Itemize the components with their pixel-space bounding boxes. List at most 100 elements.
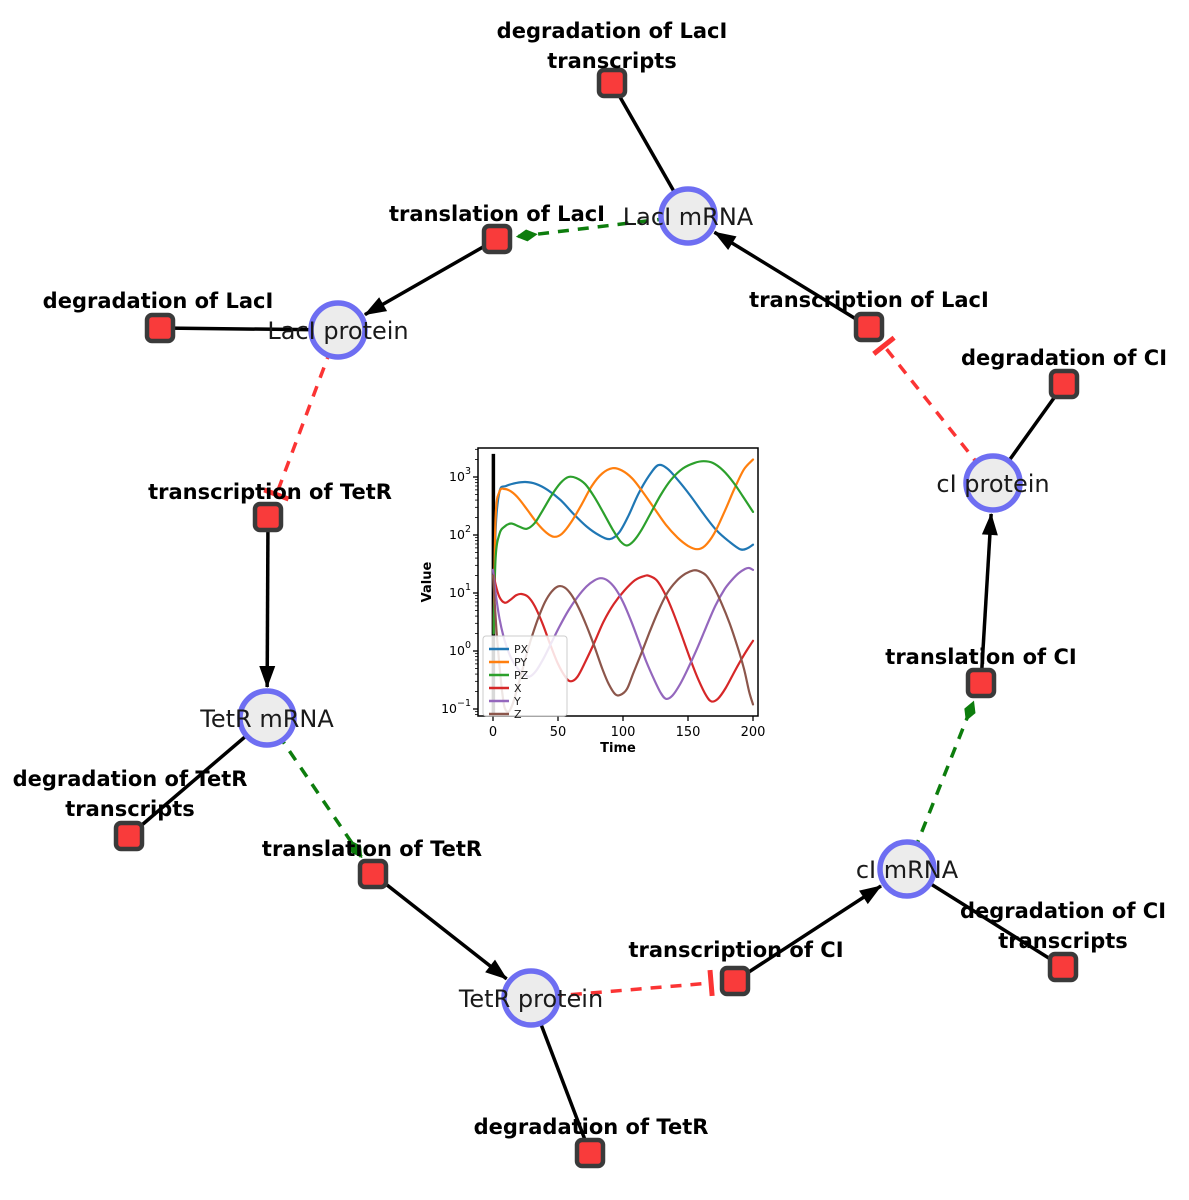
y-tick-exponent: 3 [465, 466, 471, 477]
legend-label-PY: PY [514, 656, 527, 669]
x-tick-label: 100 [611, 725, 636, 740]
species-label-tetr-mrna: TetR mRNA [199, 705, 334, 733]
species-label-tetr-protein: TetR protein [458, 985, 603, 1013]
reaction-label-deg-laci: degradation of LacI [43, 289, 274, 313]
y-axis-label: Value [420, 561, 435, 602]
reaction-label-line: degradation of LacI [497, 19, 728, 43]
reaction-label-deg-laci-transcripts: degradation of LacI transcripts [497, 19, 728, 73]
y-tick-exponent: 2 [465, 524, 471, 535]
edge-consumption-tetr-mrna-to-deg-tetr-transcripts [127, 716, 269, 838]
reaction-label-line: degradation of CI [960, 899, 1166, 923]
x-tick-label: 0 [489, 725, 497, 740]
x-tick-label: 150 [676, 725, 701, 740]
chart-series-PZ [492, 460, 755, 635]
edge-production-translation-tetr-to-tetr-protein [371, 872, 508, 981]
reaction-label-line: translation of CI [885, 645, 1076, 669]
reaction-label-deg-tetr: degradation of TetR [474, 1115, 709, 1139]
legend-label-Z: Z [514, 708, 522, 721]
species-node-laci-protein [308, 300, 368, 360]
y-tick-base: 10 [449, 527, 465, 542]
y-tick-exponent: 0 [465, 640, 471, 651]
reaction-node-deg-laci-transcripts [596, 67, 628, 99]
reaction-label-translation-laci: translation of LacI [389, 202, 605, 226]
reaction-node-translation-ci [965, 667, 997, 699]
chart-series-PY [492, 458, 755, 635]
species-node-ci-mrna [877, 839, 937, 899]
reaction-node-translation-tetr [357, 858, 389, 890]
y-tick-label: 100 [449, 640, 471, 658]
species-label-ci-protein: cI protein [936, 470, 1049, 498]
chart-series-PX [492, 463, 755, 635]
reaction-node-transcription-ci [719, 965, 751, 997]
reaction-node-translation-laci [481, 223, 513, 255]
reaction-node-transcription-tetr [252, 501, 284, 533]
reaction-node-transcription-laci [853, 311, 885, 343]
chart-series-X [491, 568, 755, 703]
legend-label-X: X [514, 682, 522, 695]
legend-label-PX: PX [514, 643, 529, 656]
reaction-label-line: transcripts [547, 49, 677, 73]
species-label-laci-mrna: LacI mRNA [623, 203, 754, 231]
reaction-node-deg-tetr-transcripts [113, 820, 145, 852]
reaction-label-deg-ci: degradation of CI [961, 346, 1167, 370]
reaction-label-line: translation of TetR [262, 837, 482, 861]
edge-production-translation-laci-to-laci-protein [364, 237, 498, 317]
legend-label-Y: Y [513, 695, 521, 708]
species-label-ci-mrna: cI mRNA [856, 856, 959, 884]
species-node-laci-mrna [658, 186, 718, 246]
species-label-laci-protein: LacI protein [267, 317, 408, 345]
species-node-ci-protein [963, 453, 1023, 513]
y-tick-label: 103 [449, 466, 471, 484]
y-tick-exponent: −1 [457, 698, 471, 709]
reaction-label-deg-tetr-transcripts: degradation of TetR transcripts [13, 767, 248, 821]
species-node-tetr-protein [501, 968, 561, 1028]
y-tick-label: 102 [449, 524, 471, 542]
x-tick-label: 50 [550, 725, 567, 740]
reaction-label-line: transcription of LacI [749, 288, 989, 312]
edges-layer [127, 82, 1066, 1154]
reaction-label-line: degradation of CI [961, 346, 1167, 370]
reaction-node-deg-ci [1048, 368, 1080, 400]
y-tick-base: 10 [449, 585, 465, 600]
reaction-label-line: degradation of LacI [43, 289, 274, 313]
reaction-label-transcription-ci: transcription of CI [628, 938, 843, 962]
legend-label-PZ: PZ [514, 669, 529, 682]
reaction-node-deg-tetr [574, 1137, 606, 1169]
edge-consumption-ci-mrna-to-deg-ci-transcripts [906, 867, 1064, 969]
labels-layer: LacI mRNA LacI protein cI protein TetR mRNA… [13, 19, 1167, 1139]
reaction-label-line: transcripts [998, 929, 1128, 953]
y-tick-label: 101 [449, 582, 471, 600]
reaction-label-transcription-tetr: transcription of TetR [148, 480, 392, 504]
species-node-tetr-mrna [237, 688, 297, 748]
reaction-label-line: transcripts [65, 797, 195, 821]
reaction-label-transcription-laci: transcription of LacI [749, 288, 989, 312]
reaction-label-deg-ci-transcripts: degradation of CI transcripts [960, 899, 1166, 953]
edge-inhibition-tetr-protein-to-transcription-ci [530, 969, 715, 1000]
reaction-label-line: degradation of TetR [13, 767, 248, 791]
reaction-label-line: degradation of TetR [474, 1115, 709, 1139]
reaction-label-translation-ci: translation of CI [885, 645, 1076, 669]
edge-production-transcription-ci-to-ci-mrna [734, 884, 882, 983]
reaction-node-deg-laci [144, 312, 176, 344]
y-tick-base: 10 [449, 643, 465, 658]
y-tick-base: 10 [441, 701, 457, 716]
y-tick-base: 10 [449, 469, 465, 484]
inset-chart: 0 50 100 150 20010−1100101102103TimeValuePXP… [420, 437, 777, 765]
reaction-label-line: transcription of TetR [148, 480, 392, 504]
x-tick-label: 200 [741, 725, 766, 740]
x-axis-label: Time [600, 741, 636, 756]
y-tick-label: 10−1 [441, 698, 471, 716]
edge-modifier-ci-mrna-to-translation-ci [905, 700, 976, 870]
reaction-label-translation-tetr: translation of TetR [262, 837, 482, 861]
reaction-label-line: transcription of CI [628, 938, 843, 962]
edge-production-transcription-laci-to-laci-mrna [713, 230, 870, 329]
nodes-layer [113, 67, 1080, 1169]
y-tick-exponent: 1 [465, 582, 471, 593]
legend-box [482, 635, 568, 717]
edge-production-transcription-tetr-to-tetr-mrna [259, 516, 276, 689]
reaction-label-line: translation of LacI [389, 202, 605, 226]
edge-production-translation-ci-to-ci-protein [979, 512, 998, 684]
